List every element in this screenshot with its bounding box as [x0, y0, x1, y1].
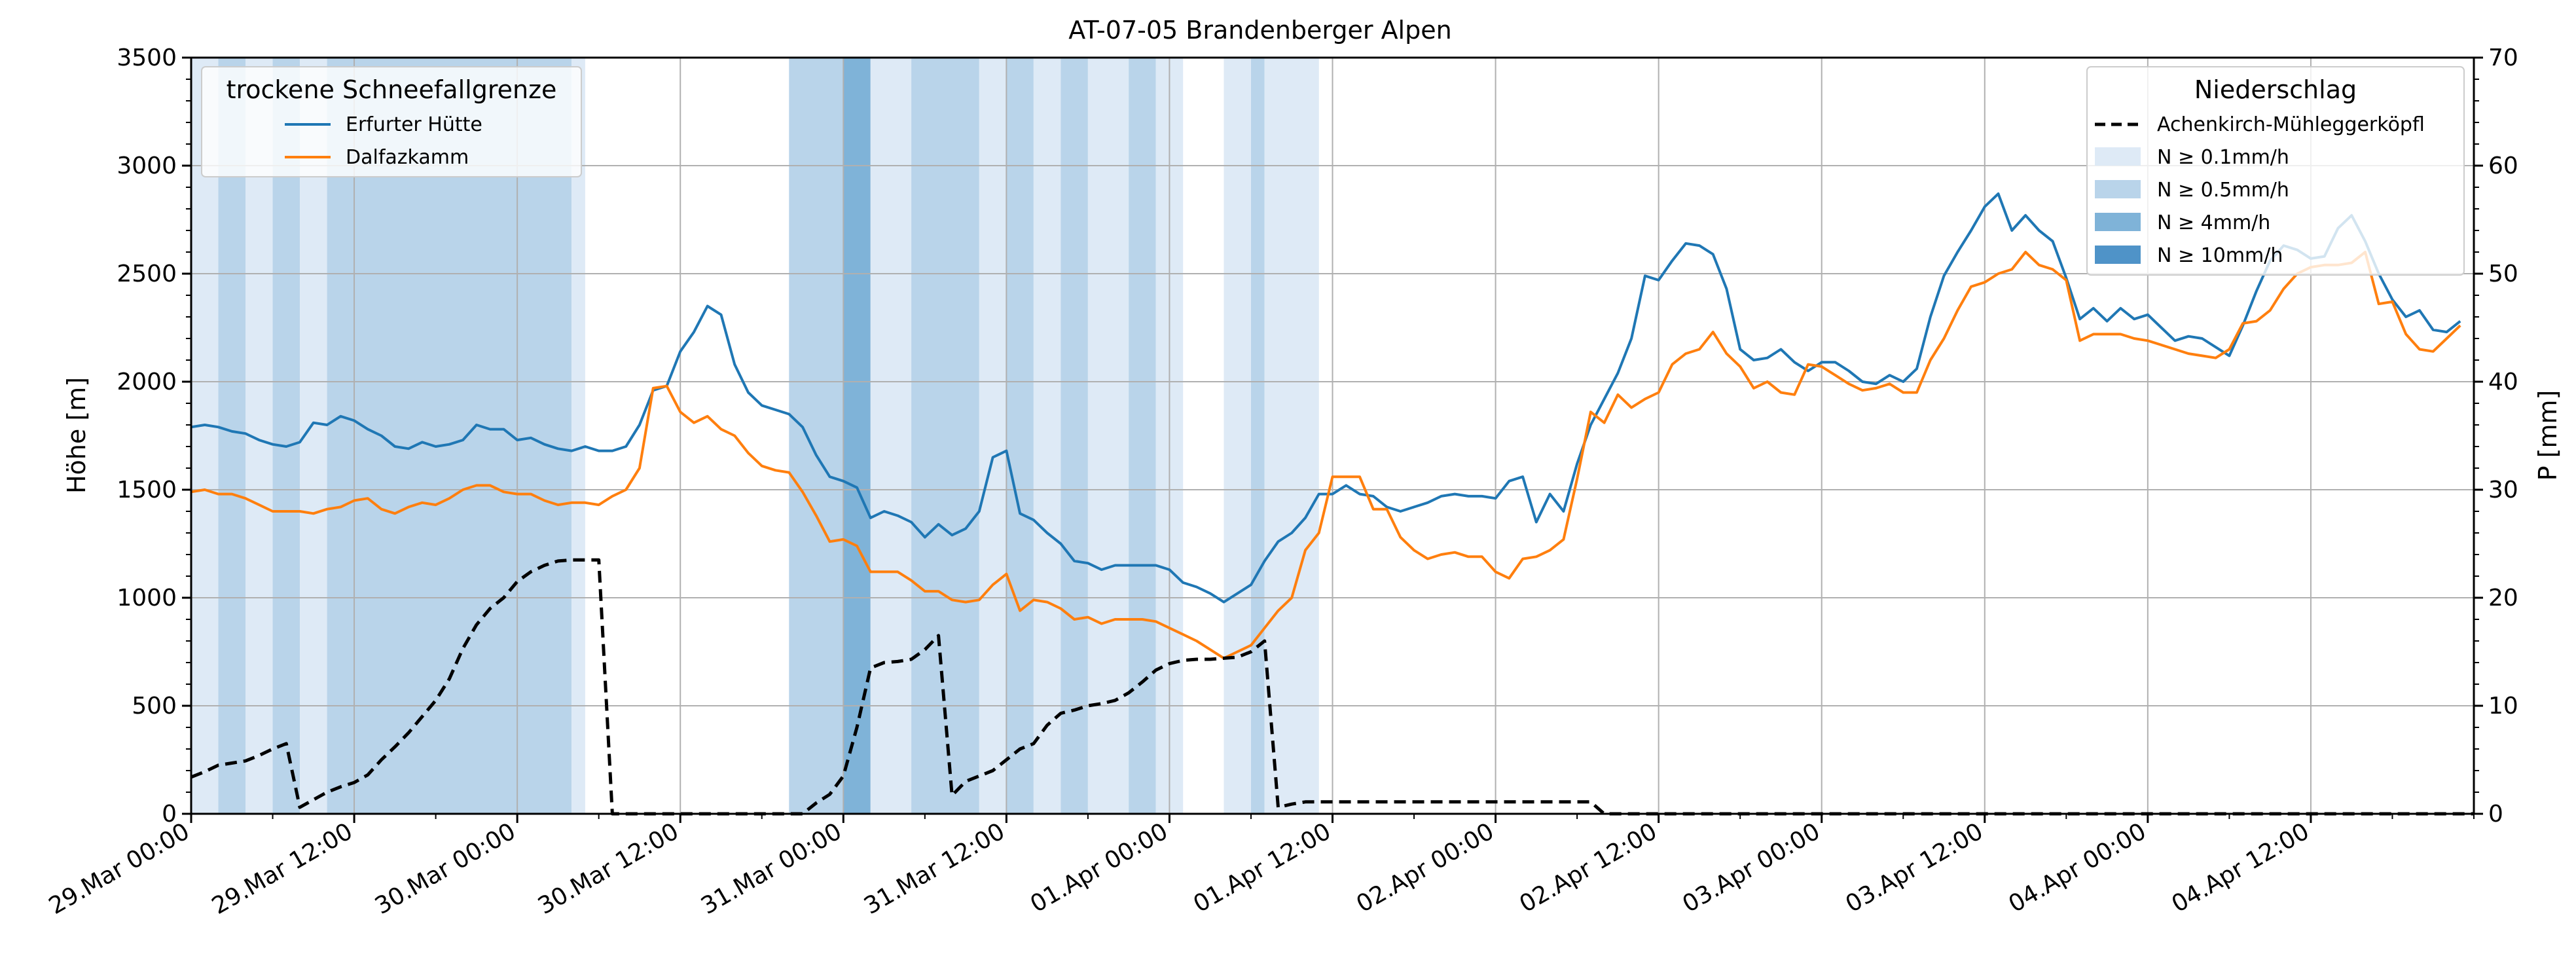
- y-left-tick-label-7: 3500: [117, 45, 177, 71]
- legend-swatch-level-2: [2095, 180, 2141, 198]
- y-right-tick-label-4: 40: [2488, 369, 2518, 395]
- y-left-tick-label-1: 500: [132, 693, 177, 720]
- legend-label-dalfazkamm: Dalfazkamm: [346, 146, 469, 169]
- precip-band-13: [1006, 58, 1034, 814]
- precip-band-20: [1250, 58, 1265, 814]
- x-tick-label-4: 31.Mar 00:00: [697, 818, 846, 920]
- series-line-1: [190, 251, 2461, 660]
- precip-band-16: [1087, 58, 1129, 814]
- precip-band-7: [571, 58, 585, 814]
- legend-left-frame: [201, 66, 582, 177]
- y-right-tick-label-2: 20: [2488, 585, 2518, 611]
- x-tick-label-3: 30.Mar 12:00: [534, 818, 683, 920]
- legend-swatch-level-1: [2095, 147, 2141, 166]
- y-right-tick-label-5: 50: [2488, 261, 2518, 287]
- y-right-tick-label-1: 10: [2488, 693, 2518, 720]
- series-lines: [190, 192, 2474, 816]
- legend-label-achenkirch: Achenkirch-Mühleggerköpfl: [2157, 113, 2425, 136]
- precip-band-12: [979, 58, 1007, 814]
- precip-band-14: [1033, 58, 1061, 814]
- legend-label-level-1: N ≥ 0.1mm/h: [2157, 146, 2289, 169]
- y-right-tick-label-3: 30: [2488, 477, 2518, 503]
- x-tick-label-5: 31.Mar 12:00: [860, 818, 1009, 920]
- y-left-tick-label-0: 0: [162, 801, 177, 828]
- precip-band-8: [789, 58, 844, 814]
- y-axis-left: 0 500 1000 1500 2000 2500 3000 3500: [117, 45, 191, 828]
- legend-swatch-level-4: [2095, 246, 2141, 264]
- legend-label-erfurter: Erfurter Hütte: [346, 113, 482, 136]
- precip-band-1: [218, 58, 246, 814]
- x-tick-label-13: 04.Apr 12:00: [2168, 818, 2314, 918]
- legend-left-title: trockene Schneefallgrenze: [227, 75, 557, 104]
- precip-band-10: [870, 58, 912, 814]
- y-left-tick-label-3: 1500: [117, 477, 177, 503]
- legend-right-title: Niederschlag: [2194, 75, 2357, 104]
- legend-swatch-level-3: [2095, 213, 2141, 231]
- y-left-tick-label-5: 2500: [117, 261, 177, 287]
- y-axis-right: 0 10 20 30 40 50 60 70: [2474, 45, 2518, 828]
- precip-band-15: [1061, 58, 1088, 814]
- y-left-tick-label-4: 2000: [117, 369, 177, 395]
- legend-right: Niederschlag Achenkirch-Mühleggerköpfl N…: [2086, 66, 2465, 276]
- y-axis-left-title: Höhe [m]: [62, 377, 91, 494]
- y-axis-right-title: P [mm]: [2533, 390, 2562, 481]
- x-tick-label-11: 03.Apr 12:00: [1841, 818, 1987, 918]
- precip-band-0: [191, 58, 219, 814]
- y-right-tick-label-0: 0: [2488, 801, 2503, 828]
- legend-left: trockene Schneefallgrenze Erfurter Hütte…: [201, 66, 582, 177]
- precip-band-17: [1129, 58, 1156, 814]
- legend-label-level-3: N ≥ 4mm/h: [2157, 211, 2270, 234]
- precip-band-21: [1264, 58, 1319, 814]
- x-tick-label-6: 01.Apr 00:00: [1026, 818, 1172, 918]
- x-tick-label-10: 03.Apr 00:00: [1678, 818, 1824, 918]
- chart-title: AT-07-05 Brandenberger Alpen: [1068, 16, 1451, 45]
- legend-right-frame: [2086, 66, 2465, 276]
- legend-label-level-2: N ≥ 0.5mm/h: [2157, 179, 2289, 202]
- y-right-tick-label-6: 60: [2488, 153, 2518, 179]
- precip-band-6: [354, 58, 572, 814]
- x-tick-label-2: 30.Mar 00:00: [371, 818, 520, 920]
- precip-band-11: [911, 58, 979, 814]
- y-left-tick-label-2: 1000: [117, 585, 177, 611]
- x-tick-label-8: 02.Apr 00:00: [1352, 818, 1498, 918]
- x-tick-label-12: 04.Apr 00:00: [2005, 818, 2151, 918]
- precip-band-5: [327, 58, 355, 814]
- x-tick-label-0: 29.Mar 00:00: [45, 818, 194, 920]
- precip-band-19: [1224, 58, 1251, 814]
- y-right-tick-label-7: 70: [2488, 45, 2518, 71]
- precip-band-3: [272, 58, 300, 814]
- x-tick-label-9: 02.Apr 12:00: [1515, 818, 1661, 918]
- x-tick-label-1: 29.Mar 12:00: [208, 818, 357, 920]
- series-line-0: [190, 192, 2461, 604]
- y-left-tick-label-6: 3000: [117, 153, 177, 179]
- legend-label-level-4: N ≥ 10mm/h: [2157, 244, 2283, 267]
- x-axis: 29.Mar 00:00 29.Mar 12:00 30.Mar 00:00 30.M…: [45, 814, 2475, 920]
- precip-band-9: [843, 58, 871, 814]
- series-line-2: [190, 558, 2474, 816]
- x-tick-label-7: 01.Apr 12:00: [1189, 818, 1335, 918]
